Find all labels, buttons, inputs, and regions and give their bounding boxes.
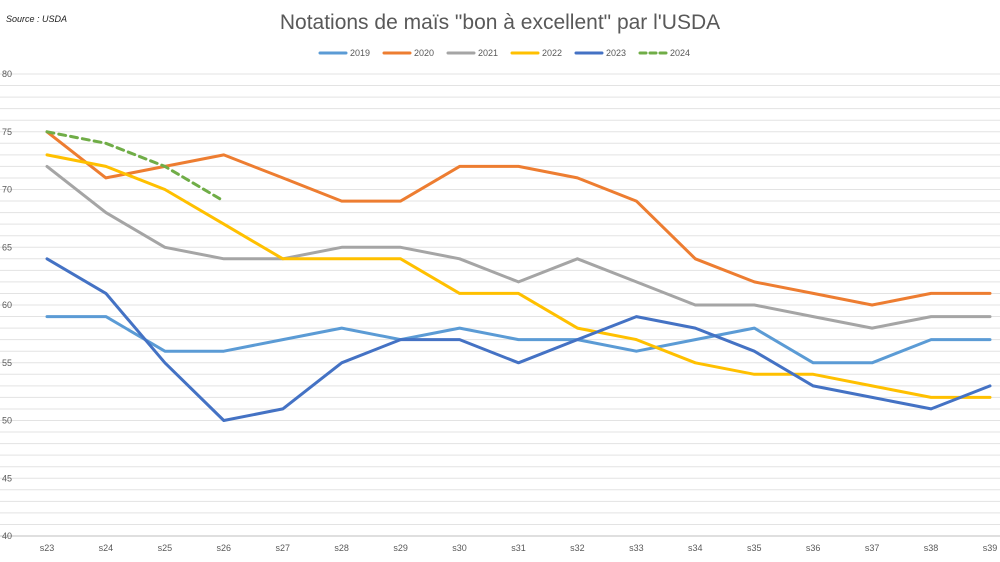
x-tick-label: s34	[688, 543, 703, 553]
legend: 2019 2020 2021 2022 2023 2024	[318, 48, 690, 58]
x-tick-label: s30	[452, 543, 467, 553]
y-tick-label: 80	[2, 69, 12, 79]
y-tick-label: 50	[2, 416, 12, 426]
chart-title: Notations de maïs "bon à excellent" par …	[280, 11, 720, 34]
x-tick-label: s28	[334, 543, 349, 553]
y-tick-label: 40	[2, 531, 12, 541]
x-tick-label: s36	[806, 543, 821, 553]
x-tick-label: s39	[983, 543, 998, 553]
x-tick-label: s38	[924, 543, 939, 553]
series-lines	[45, 130, 992, 422]
legend-label-2021: 2021	[478, 48, 498, 58]
x-tick-label: s26	[217, 543, 232, 553]
legend-label-2020: 2020	[414, 48, 434, 58]
legend-label-2022: 2022	[542, 48, 562, 58]
series-line-2024	[45, 130, 226, 203]
series-line-2019	[45, 315, 992, 365]
x-tick-label: s25	[158, 543, 173, 553]
x-tick-label: s24	[99, 543, 114, 553]
y-tick-label: 75	[2, 127, 12, 137]
legend-label-2024: 2024	[670, 48, 690, 58]
y-tick-label: 55	[2, 358, 12, 368]
x-tick-label: s37	[865, 543, 880, 553]
y-tick-label: 65	[2, 242, 12, 252]
y-axis-ticks: 40 45 50 55 60 65 70 75 80	[2, 69, 12, 541]
series-line-2022	[45, 153, 992, 399]
x-tick-label: s23	[40, 543, 55, 553]
x-tick-label: s33	[629, 543, 644, 553]
gridlines	[0, 73, 1000, 537]
series-line-2020	[45, 130, 992, 307]
x-axis-ticks: s23 s24 s25 s26 s27 s28 s29 s30 s31 s32 s33 s34 s35 s…	[40, 543, 998, 553]
legend-label-2023: 2023	[606, 48, 626, 58]
y-tick-label: 45	[2, 473, 12, 483]
legend-label-2019: 2019	[350, 48, 370, 58]
source-note: Source : USDA	[6, 14, 67, 24]
x-tick-label: s32	[570, 543, 585, 553]
y-tick-label: 70	[2, 185, 12, 195]
x-tick-label: s29	[393, 543, 408, 553]
y-tick-label: 60	[2, 300, 12, 310]
x-tick-label: s31	[511, 543, 526, 553]
x-tick-label: s27	[275, 543, 290, 553]
series-line-2021	[45, 164, 992, 330]
series-line-2023	[45, 257, 992, 422]
x-tick-label: s35	[747, 543, 762, 553]
